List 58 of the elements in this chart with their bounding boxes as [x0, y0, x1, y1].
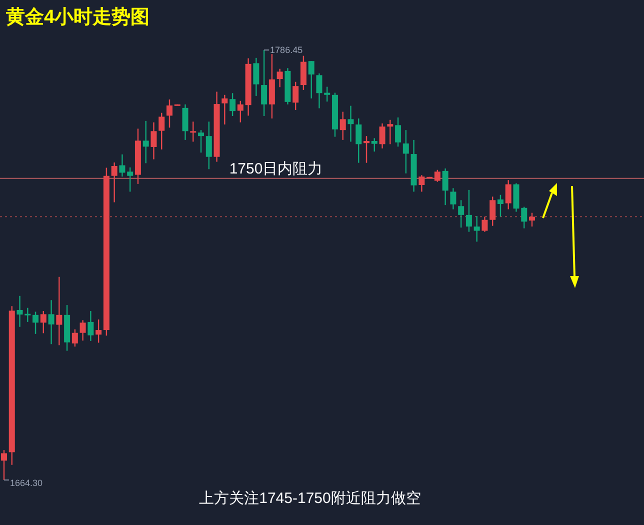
candlestick — [48, 300, 54, 345]
candlestick — [222, 94, 228, 126]
candlestick — [96, 318, 102, 344]
candlestick — [521, 206, 528, 229]
candlestick — [253, 57, 260, 97]
candlestick — [292, 81, 299, 111]
candlestick — [497, 194, 504, 218]
candlestick — [182, 104, 188, 141]
candlestick — [356, 118, 362, 164]
candlestick — [166, 98, 172, 128]
candlestick — [119, 154, 126, 178]
candlestick — [190, 121, 196, 142]
candlestick — [324, 86, 330, 102]
candlestick — [198, 129, 204, 154]
candlestick — [237, 100, 244, 123]
candlestick — [529, 212, 535, 228]
candlestick — [261, 49, 268, 117]
candlestick — [72, 328, 78, 348]
candlestick — [206, 121, 212, 170]
candlestick — [466, 189, 472, 232]
candlestick — [482, 216, 488, 232]
text: 上方关注1745-1750附近阻力做空 — [199, 490, 421, 507]
candlestick — [418, 174, 425, 192]
candlestick — [1, 449, 7, 481]
candlestick — [127, 166, 134, 192]
candlestick — [364, 135, 370, 164]
chart-title: 黄金4小时走势图 — [5, 6, 150, 28]
candlestick — [32, 311, 39, 335]
candlestick — [88, 310, 94, 342]
candlestick — [490, 196, 496, 226]
candlestick — [395, 116, 402, 148]
candlestick — [474, 215, 480, 242]
candlestick — [371, 138, 378, 152]
candlestick — [450, 188, 456, 210]
annotation: 1786.45 — [270, 45, 303, 55]
candlestick — [505, 179, 512, 210]
candlestick — [142, 120, 149, 164]
annotation: 1664.30 — [10, 478, 43, 488]
candlestick — [340, 111, 346, 141]
candlestick — [300, 55, 306, 91]
candlestick — [158, 112, 165, 150]
candlestick — [80, 320, 86, 342]
candlestick — [40, 310, 46, 334]
candlestick — [387, 119, 394, 145]
candlestick — [230, 92, 236, 117]
candlestick — [150, 122, 157, 160]
candlestick — [316, 72, 322, 109]
candlestick — [379, 122, 386, 149]
candlestick — [442, 168, 448, 206]
candlestick — [458, 200, 464, 228]
candlestick — [276, 68, 283, 88]
candlestick — [348, 105, 354, 142]
candlestick — [308, 60, 314, 100]
candlestick — [56, 276, 62, 346]
candlestick — [111, 162, 118, 203]
ref-line-label: 1750日内阻力 — [229, 160, 323, 178]
candlestick — [402, 129, 409, 174]
candlestick — [434, 169, 440, 182]
